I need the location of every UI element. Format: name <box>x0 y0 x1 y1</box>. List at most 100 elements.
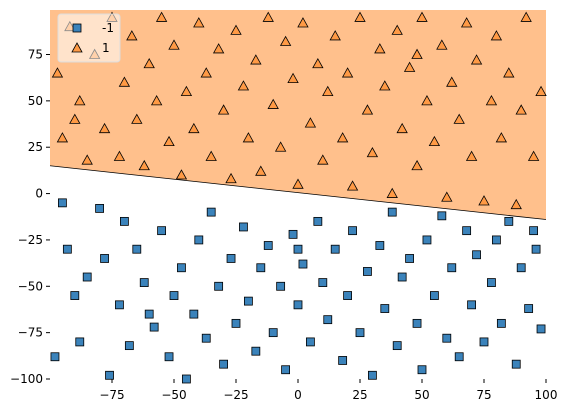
triangle-point <box>150 95 163 106</box>
square-point <box>437 211 447 221</box>
triangle-point <box>217 104 230 115</box>
triangle-point <box>436 39 448 50</box>
triangle-point <box>193 17 205 28</box>
triangle-point <box>446 76 458 87</box>
square-point <box>367 370 377 380</box>
y-tick-label: 50 <box>28 94 43 108</box>
triangle-point <box>69 113 81 124</box>
x-tick-label: −25 <box>223 388 248 402</box>
square-point <box>467 300 477 310</box>
legend-label: -1 <box>102 21 114 35</box>
triangle-point <box>143 57 155 69</box>
square-point <box>144 309 154 319</box>
square-point <box>149 322 159 332</box>
square-point <box>417 365 427 375</box>
triangle-point <box>520 11 532 22</box>
triangle-point <box>274 141 287 152</box>
square-point <box>124 341 134 351</box>
triangle-point <box>428 135 441 147</box>
square-point <box>58 198 67 208</box>
x-tick-label: 75 <box>476 388 491 402</box>
square-point <box>105 370 114 380</box>
triangle-point <box>510 198 522 210</box>
triangle-point <box>515 104 527 115</box>
square-point <box>397 272 407 282</box>
square-point <box>157 226 167 236</box>
triangle-point <box>297 17 309 28</box>
y-tick-label: −100 <box>10 372 43 386</box>
triangle-point <box>138 159 150 171</box>
triangle-point <box>74 95 86 106</box>
triangle-point <box>304 117 317 128</box>
triangle-point <box>255 165 267 176</box>
square-point <box>95 204 104 213</box>
square-point <box>82 272 92 282</box>
triangle-point <box>225 172 237 184</box>
square-point <box>313 216 323 226</box>
triangle-point <box>490 30 503 41</box>
square-point <box>511 359 521 369</box>
square-point <box>318 278 328 287</box>
square-point <box>263 241 273 250</box>
triangle-point <box>336 132 349 143</box>
triangle-point <box>56 132 69 143</box>
triangle-point <box>212 43 225 54</box>
x-tick-label: 0 <box>294 388 302 402</box>
square-point <box>256 263 266 273</box>
square-point <box>363 267 372 276</box>
square-point <box>338 356 348 365</box>
y-tick-label: 0 <box>35 187 43 201</box>
square-point <box>305 337 315 347</box>
square-point <box>405 254 415 263</box>
square-point <box>524 304 534 313</box>
square-point <box>298 259 308 269</box>
triangle-point <box>366 146 379 158</box>
square-point <box>181 374 191 384</box>
square-point <box>70 291 80 300</box>
square-point <box>529 226 538 236</box>
square-point <box>479 337 489 347</box>
square-point <box>72 23 82 33</box>
square-point <box>115 300 124 310</box>
square-point <box>288 229 298 239</box>
decision-region <box>50 10 546 220</box>
triangle-point <box>403 61 416 72</box>
square-point <box>219 359 229 369</box>
triangle-point <box>267 98 279 109</box>
square-point <box>206 207 216 217</box>
triangle-point <box>411 48 423 59</box>
square-point <box>472 250 481 260</box>
square-point <box>392 341 402 351</box>
y-tick-label: −25 <box>18 233 43 247</box>
triangle-point <box>118 76 131 87</box>
triangle-point <box>287 72 299 84</box>
x-tick-label: 25 <box>352 388 367 402</box>
triangle-point <box>535 85 547 96</box>
square-point <box>412 318 422 328</box>
square-point <box>120 216 129 226</box>
square-point <box>491 235 501 245</box>
legend-label: 1 <box>102 41 110 55</box>
square-point <box>422 235 432 245</box>
square-point <box>355 328 365 338</box>
triangle-point <box>379 80 391 91</box>
y-tick-label: 75 <box>28 48 43 62</box>
triangle-point <box>495 132 508 143</box>
triangle-point <box>113 150 126 161</box>
triangle-point <box>346 180 359 191</box>
square-point <box>536 324 546 334</box>
square-point <box>375 241 385 250</box>
square-point <box>293 244 303 254</box>
square-point <box>330 244 340 254</box>
square-point <box>487 278 496 287</box>
x-tick-label: 50 <box>414 388 429 402</box>
triangle-point <box>262 11 274 22</box>
triangle-point <box>453 113 465 124</box>
triangle-point <box>237 80 250 91</box>
square-point <box>189 309 199 319</box>
square-point <box>169 291 179 300</box>
triangle-point <box>441 191 453 202</box>
triangle-point <box>374 43 386 54</box>
triangle-point <box>465 150 478 161</box>
